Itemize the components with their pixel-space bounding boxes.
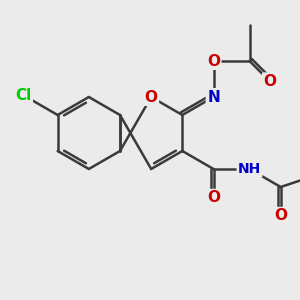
Text: O: O: [207, 53, 220, 68]
Text: NH: NH: [238, 162, 261, 176]
Text: O: O: [207, 190, 220, 205]
Text: O: O: [145, 89, 158, 104]
Text: O: O: [263, 74, 276, 89]
Text: O: O: [274, 208, 287, 223]
Text: N: N: [207, 89, 220, 104]
Text: Cl: Cl: [15, 88, 32, 103]
